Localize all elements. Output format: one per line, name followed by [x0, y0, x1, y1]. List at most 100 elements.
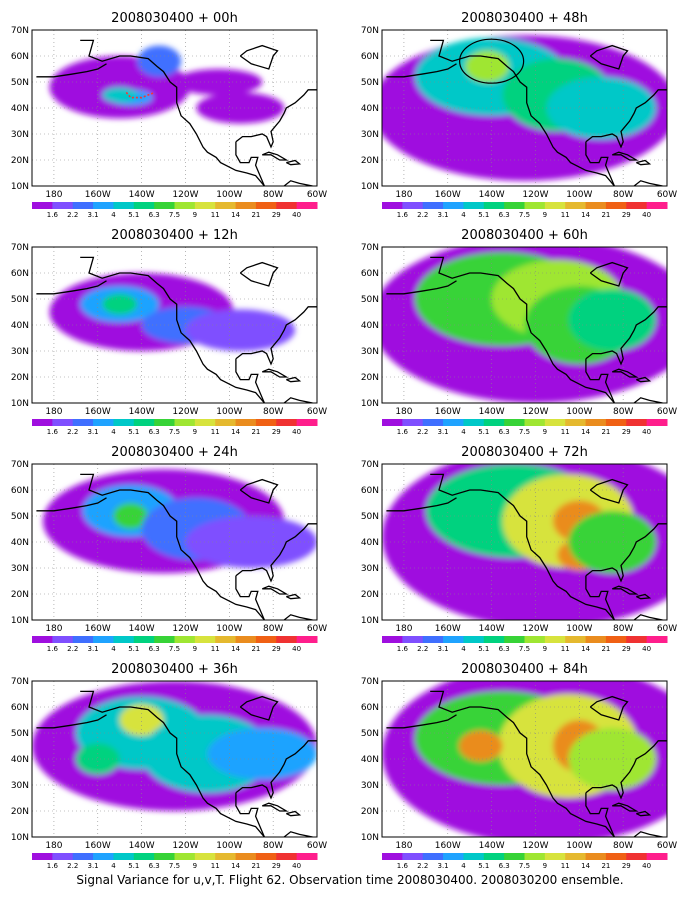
- colorbar-swatch: [255, 636, 277, 643]
- lat-label: 60N: [361, 269, 379, 279]
- lat-label: 30N: [361, 781, 379, 791]
- lon-label: 140W: [479, 407, 505, 417]
- colorbar-swatch: [422, 419, 444, 426]
- colorbar-label: 40: [642, 428, 651, 436]
- variance-contour: [113, 503, 149, 529]
- variance-contour: [185, 516, 317, 568]
- colorbar-label: 6.3: [499, 211, 510, 219]
- colorbar-swatch: [93, 419, 114, 426]
- lat-label: 10N: [11, 399, 29, 409]
- lat-label: 70N: [361, 243, 379, 253]
- lat-label: 20N: [361, 373, 379, 383]
- coastline: [239, 695, 279, 721]
- coastline: [80, 690, 313, 837]
- lon-label: 140W: [129, 624, 155, 634]
- colorbar-swatch: [565, 419, 587, 426]
- colorbar-swatch: [646, 636, 668, 643]
- lon-label: 80W: [613, 407, 633, 417]
- lat-label: 60N: [361, 52, 379, 62]
- island-outline: [636, 593, 652, 600]
- colorbar-label: 1.6: [397, 645, 409, 653]
- colorbar-label: 4: [111, 862, 116, 870]
- colorbar-label: 5.1: [478, 645, 489, 653]
- island-outline: [611, 151, 639, 161]
- colorbar-label: 7.5: [519, 211, 530, 219]
- colorbar-swatch: [605, 419, 627, 426]
- colorbar-swatch: [565, 853, 587, 860]
- colorbar-label: 7.5: [169, 428, 180, 436]
- colorbar-label: 11: [211, 428, 220, 436]
- lon-label: 60W: [307, 624, 327, 634]
- variance-contour: [137, 45, 182, 77]
- lon-label: 80W: [263, 407, 283, 417]
- map-frame: [381, 29, 668, 187]
- coastline: [585, 141, 615, 186]
- lat-label: 60N: [361, 703, 379, 713]
- colorbar-label: 14: [581, 211, 590, 219]
- colorbar-swatch: [483, 853, 505, 860]
- lon-label: 80W: [613, 841, 633, 851]
- colorbar-label: 4: [461, 645, 466, 653]
- colorbar-swatch: [194, 419, 216, 426]
- lon-label: 100W: [566, 624, 592, 634]
- colorbar-label: 40: [642, 211, 651, 219]
- colorbar-label: 14: [231, 211, 240, 219]
- lon-label: 120W: [522, 190, 548, 200]
- colorbar-swatch: [585, 202, 607, 209]
- colorbar-swatch: [113, 419, 135, 426]
- colorbar-swatch: [443, 853, 464, 860]
- map-frame: [31, 680, 318, 838]
- colorbar-label: 29: [622, 428, 631, 436]
- panel-title: 2008030400 + 12h: [111, 228, 238, 243]
- map-panel: 2008030400 + 48h 70N 60N 50N 40N 30N 20N 10N 180…: [361, 11, 677, 219]
- colorbar-swatch: [483, 419, 505, 426]
- variance-contour: [174, 69, 263, 95]
- lon-label: 160W: [435, 190, 461, 200]
- lon-label: 60W: [657, 624, 677, 634]
- colorbar-swatch: [422, 636, 444, 643]
- colorbar-swatch: [483, 636, 505, 643]
- colorbar-swatch: [174, 636, 196, 643]
- lon-label: 180: [395, 624, 412, 634]
- colorbar-label: 7.5: [519, 428, 530, 436]
- lat-label: 70N: [361, 677, 379, 687]
- lon-label: 160W: [435, 841, 461, 851]
- colorbar-label: 21: [251, 211, 260, 219]
- coastline: [585, 358, 615, 403]
- island-outline: [261, 585, 289, 595]
- lat-label: 40N: [11, 321, 29, 331]
- colorbar-label: 1.6: [47, 428, 59, 436]
- map-frame: [31, 29, 318, 187]
- coastline: [235, 306, 317, 366]
- colorbar-label: 3.1: [438, 862, 449, 870]
- coastline: [585, 792, 615, 837]
- colorbar-swatch: [113, 853, 135, 860]
- lon-label: 180: [395, 841, 412, 851]
- lat-label: 60N: [361, 486, 379, 496]
- island-outline: [286, 376, 302, 383]
- colorbar-swatch: [296, 853, 318, 860]
- lon-label: 180: [45, 407, 62, 417]
- colorbar-swatch: [276, 202, 298, 209]
- lon-label: 100W: [216, 841, 242, 851]
- colorbar-label: 4: [461, 862, 466, 870]
- map-frame: [31, 463, 318, 621]
- lat-label: 40N: [11, 538, 29, 548]
- colorbar-swatch: [255, 853, 277, 860]
- coastline: [239, 478, 279, 504]
- colorbar-label: 14: [231, 428, 240, 436]
- colorbar-label: 29: [272, 428, 281, 436]
- colorbar-label: 29: [272, 645, 281, 653]
- map-panel: 2008030400 + 12h 70N 60N 50N 40N 30N 20N 10N 180…: [11, 228, 327, 436]
- colorbar-swatch: [463, 202, 485, 209]
- lon-label: 180: [45, 624, 62, 634]
- map-panel: 2008030400 + 00h 70N 60N 50N 40N 30N 20N 10N 180…: [11, 11, 327, 219]
- colorbar-label: 14: [581, 645, 590, 653]
- lon-label: 140W: [129, 190, 155, 200]
- coastline: [386, 497, 457, 512]
- map-panel: 2008030400 + 36h 70N 60N 50N 40N 30N 20N 10N 180…: [11, 662, 327, 870]
- island-outline: [286, 593, 302, 600]
- variance-contour: [458, 730, 503, 762]
- colorbar-swatch: [93, 853, 114, 860]
